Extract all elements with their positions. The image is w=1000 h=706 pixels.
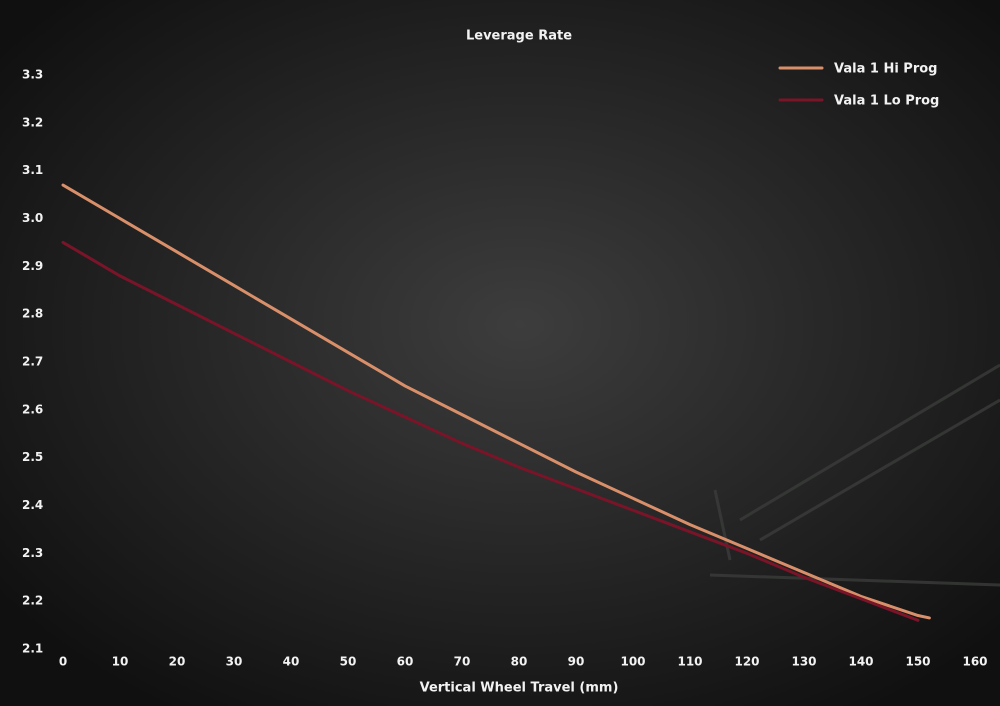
y-tick-label: 3.1 <box>22 163 43 177</box>
y-tick-label: 2.4 <box>22 498 43 512</box>
x-tick-label: 0 <box>59 655 67 669</box>
y-tick-label: 3.2 <box>22 115 43 129</box>
x-tick-label: 50 <box>340 655 357 669</box>
legend-label: Vala 1 Lo Prog <box>834 94 939 109</box>
x-tick-label: 70 <box>454 655 471 669</box>
background-frame <box>709 363 1000 587</box>
x-tick-label: 80 <box>511 655 528 669</box>
y-tick-label: 2.2 <box>22 594 43 608</box>
y-tick-label: 2.7 <box>22 355 43 369</box>
y-tick-label: 2.1 <box>22 642 43 656</box>
x-tick-label: 150 <box>905 655 930 669</box>
x-tick-label: 120 <box>734 655 759 669</box>
x-tick-label: 40 <box>283 655 300 669</box>
series-line <box>61 240 920 622</box>
x-tick-label: 160 <box>962 655 987 669</box>
x-tick-label: 10 <box>112 655 129 669</box>
x-tick-label: 90 <box>568 655 585 669</box>
series-line <box>61 183 931 620</box>
chart-title: Leverage Rate <box>466 29 572 44</box>
y-tick-label: 2.5 <box>22 450 43 464</box>
legend-label: Vala 1 Hi Prog <box>834 62 938 77</box>
y-tick-label: 3.0 <box>22 211 43 225</box>
y-tick-label: 2.9 <box>22 259 43 273</box>
x-tick-label: 100 <box>620 655 645 669</box>
x-tick-label: 110 <box>677 655 702 669</box>
x-tick-label: 20 <box>169 655 186 669</box>
y-tick-label: 3.3 <box>22 68 43 82</box>
y-tick-label: 2.3 <box>22 546 43 560</box>
x-tick-label: 30 <box>226 655 243 669</box>
y-tick-label: 2.6 <box>22 402 43 416</box>
x-tick-label: 140 <box>848 655 873 669</box>
x-tick-label: 60 <box>397 655 414 669</box>
x-tick-label: 130 <box>791 655 816 669</box>
x-axis-label: Vertical Wheel Travel (mm) <box>420 681 619 696</box>
y-tick-label: 2.8 <box>22 307 43 321</box>
